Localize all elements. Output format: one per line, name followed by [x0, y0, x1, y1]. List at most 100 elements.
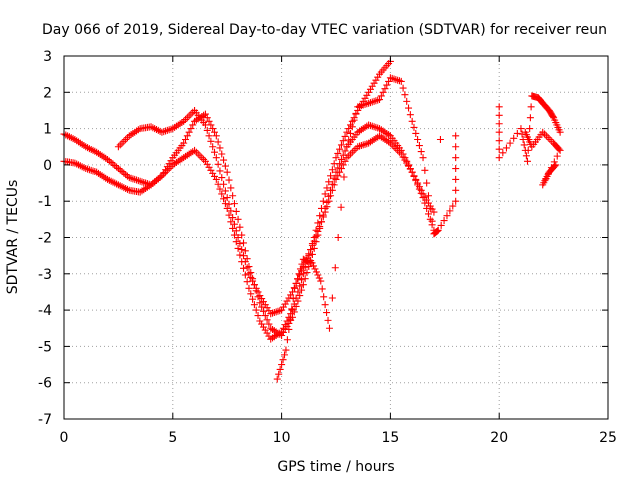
- data-point-interp: [524, 146, 532, 154]
- data-point: [495, 103, 503, 111]
- data-point-interp: [205, 117, 213, 125]
- data-point-interp: [205, 132, 213, 140]
- data-point-interp: [544, 134, 552, 142]
- data-point-interp: [421, 166, 429, 174]
- data-point-interp: [236, 251, 244, 259]
- data-point-interp: [345, 136, 353, 144]
- data-point-interp: [200, 155, 208, 163]
- data-point: [523, 157, 531, 165]
- data-point-interp: [410, 123, 418, 131]
- data-point-interp: [388, 74, 396, 82]
- data-point-interp: [334, 164, 342, 172]
- data-point-interp: [347, 150, 355, 158]
- data-point: [343, 143, 351, 151]
- data-point-interp: [189, 108, 197, 116]
- data-point-interp: [296, 265, 304, 273]
- data-point-interp: [334, 172, 342, 180]
- data-point-interp: [414, 179, 422, 187]
- data-point: [317, 277, 325, 285]
- data-point-interp: [252, 306, 260, 314]
- data-point: [354, 143, 362, 151]
- data-point: [245, 263, 253, 271]
- data-point-interp: [134, 177, 142, 185]
- data-point-interp: [211, 172, 219, 180]
- data-point-interp: [314, 227, 322, 235]
- x-tick-label: 5: [168, 430, 177, 446]
- data-point: [256, 299, 264, 307]
- data-point-interp: [331, 264, 339, 272]
- data-point-interp: [437, 221, 445, 229]
- data-point-interp: [279, 328, 287, 336]
- data-point: [310, 244, 318, 252]
- data-point: [556, 128, 564, 136]
- data-point: [556, 146, 564, 154]
- data-point-interp: [123, 134, 131, 142]
- data-point: [299, 281, 307, 289]
- data-point-interp: [302, 256, 310, 264]
- data-point-interp: [247, 273, 255, 281]
- data-point: [408, 168, 416, 176]
- data-point-interp: [286, 315, 294, 323]
- data-point-interp: [230, 231, 238, 239]
- x-tick-label: 0: [60, 430, 69, 446]
- data-point-interp: [328, 166, 336, 174]
- data-point-interp: [428, 205, 436, 213]
- data-point-interp: [424, 210, 432, 218]
- data-point: [212, 132, 220, 140]
- data-point-interp: [357, 102, 365, 110]
- data-point-interp: [499, 149, 507, 157]
- data-point-interp: [307, 258, 315, 266]
- data-point: [419, 154, 427, 162]
- data-point-interp: [276, 365, 284, 373]
- data-point-interp: [258, 295, 266, 303]
- data-point: [397, 77, 405, 85]
- data-point-interp: [513, 129, 521, 137]
- data-point-interp: [207, 137, 215, 145]
- data-point-interp: [336, 145, 344, 153]
- data-point-interp: [209, 125, 217, 133]
- data-point-interp: [417, 186, 425, 194]
- data-point-interp: [298, 260, 306, 268]
- data-point: [308, 259, 316, 267]
- data-point-interp: [337, 155, 345, 163]
- data-point-interp: [118, 168, 126, 176]
- data-point-interp: [211, 148, 219, 156]
- data-point-interp: [495, 111, 503, 119]
- data-point: [158, 172, 166, 180]
- data-point: [136, 177, 144, 185]
- data-point: [201, 157, 209, 165]
- data-point-interp: [220, 156, 228, 164]
- data-point-interp: [385, 77, 393, 85]
- data-point-interp: [138, 178, 146, 186]
- data-point-interp: [347, 129, 355, 137]
- data-point: [376, 96, 384, 104]
- data-point-interp: [340, 173, 348, 181]
- data-point-interp: [230, 200, 238, 208]
- data-point-interp: [527, 103, 535, 111]
- y-tick-label: 1: [43, 122, 52, 138]
- data-point-interp: [424, 192, 432, 200]
- data-point-interp: [229, 214, 237, 222]
- data-point: [212, 175, 220, 183]
- data-point-interp: [238, 231, 246, 239]
- data-point-interp: [424, 199, 432, 207]
- data-point-interp: [520, 141, 528, 149]
- y-tick-label: -2: [38, 231, 52, 247]
- data-point-interp: [399, 153, 407, 161]
- data-point-interp: [263, 329, 271, 337]
- data-point-interp: [337, 203, 345, 211]
- data-point-interp: [275, 370, 283, 378]
- data-point-interp: [357, 142, 365, 150]
- data-point-interp: [323, 184, 331, 192]
- y-tick-label: 0: [43, 158, 52, 174]
- data-point-interp: [243, 264, 251, 272]
- data-point-interp: [443, 212, 451, 220]
- data-point-interp: [330, 181, 338, 189]
- data-point-interp: [328, 294, 336, 302]
- data-point-interp: [316, 212, 324, 220]
- data-point-interp: [366, 85, 374, 93]
- data-point-interp: [278, 361, 286, 369]
- data-point-interp: [252, 284, 260, 292]
- data-point-interp: [368, 82, 376, 90]
